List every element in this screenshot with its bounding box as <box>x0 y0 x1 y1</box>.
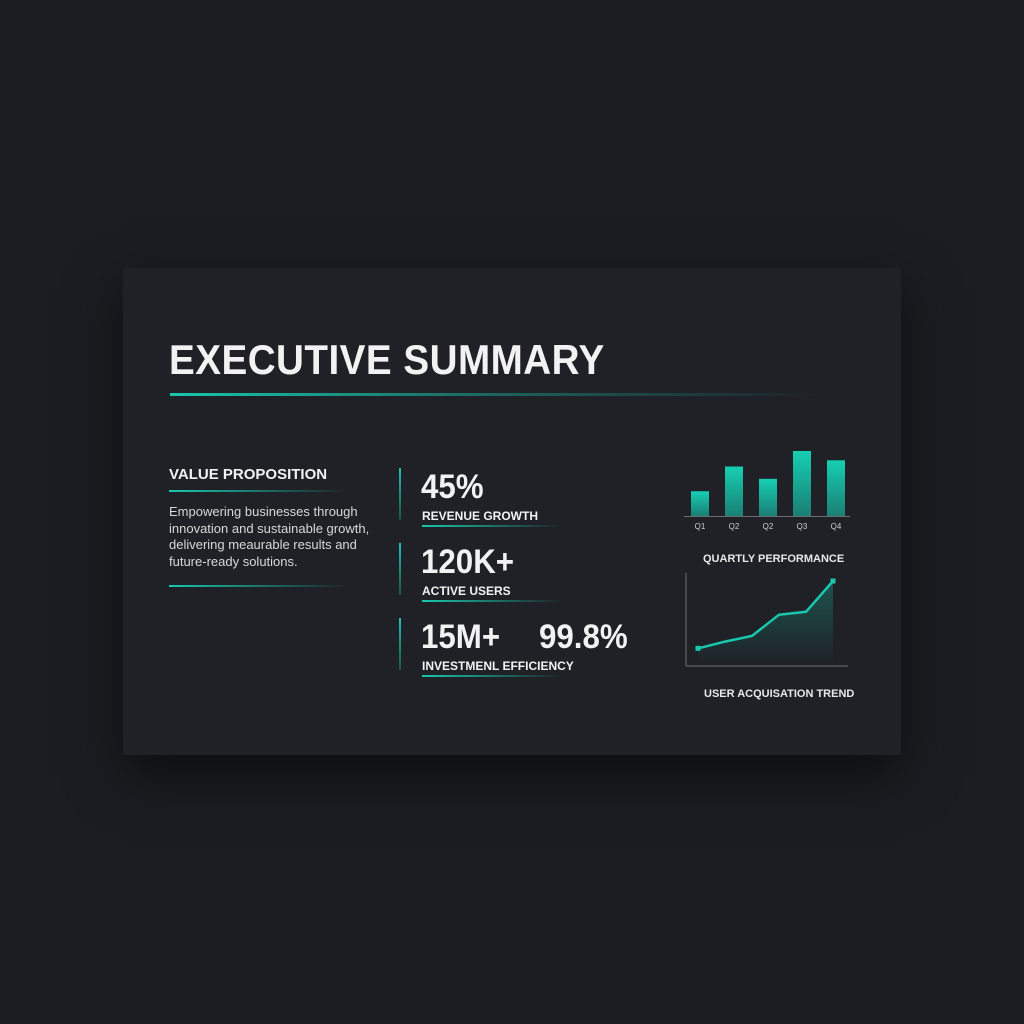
bar <box>793 451 811 516</box>
quarterly-bar-chart: Q1 Q2 Q2 Q3 Q4 <box>684 451 850 531</box>
x-tick-label: Q2 <box>729 522 740 531</box>
title-divider <box>170 393 820 396</box>
x-tick-label: Q3 <box>797 522 808 531</box>
trend-area <box>698 581 833 665</box>
bar <box>759 478 777 516</box>
data-point <box>830 578 836 584</box>
trend-line <box>697 580 834 650</box>
bar-chart-title: QUARTLY PERFORMANCE <box>703 553 845 565</box>
heading-underline <box>169 490 349 492</box>
accent-bar <box>399 618 401 670</box>
stat-value: 15M+ <box>421 618 501 656</box>
line-chart-title: USER ACQUISATION TREND <box>704 688 855 700</box>
x-tick-label: Q4 <box>831 522 842 531</box>
x-tick-label: Q1 <box>695 522 706 531</box>
stat-underline <box>422 675 562 677</box>
stat-label: REVENUE GROWTH <box>422 509 539 523</box>
stat-label: INVESTMENL EFFICIENCY <box>422 659 574 673</box>
stat-value: 120K+ <box>421 543 515 581</box>
stat-underline <box>422 525 562 527</box>
accent-bar <box>399 543 401 595</box>
stat-underline <box>422 600 562 602</box>
value-proposition-heading: VALUE PROPOSITION <box>169 466 328 483</box>
stat-value-secondary: 99.8% <box>539 618 628 656</box>
bar <box>725 466 743 516</box>
user-acquisition-chart <box>685 573 848 667</box>
section-divider <box>169 585 349 587</box>
x-tick-label: Q2 <box>763 522 774 531</box>
stat-label: ACTIVE USERS <box>422 584 511 598</box>
page-title: EXECUTIVE SUMMARY <box>169 336 605 383</box>
executive-summary-slide: EXECUTIVE SUMMARY VALUE PROPOSITION Empo… <box>123 268 901 755</box>
bar <box>691 491 709 516</box>
value-proposition-text: Empowering businesses through innovation… <box>169 504 370 569</box>
stat-value: 45% <box>421 468 484 506</box>
data-point <box>695 645 701 651</box>
bar <box>827 460 845 516</box>
accent-bar <box>399 468 401 520</box>
